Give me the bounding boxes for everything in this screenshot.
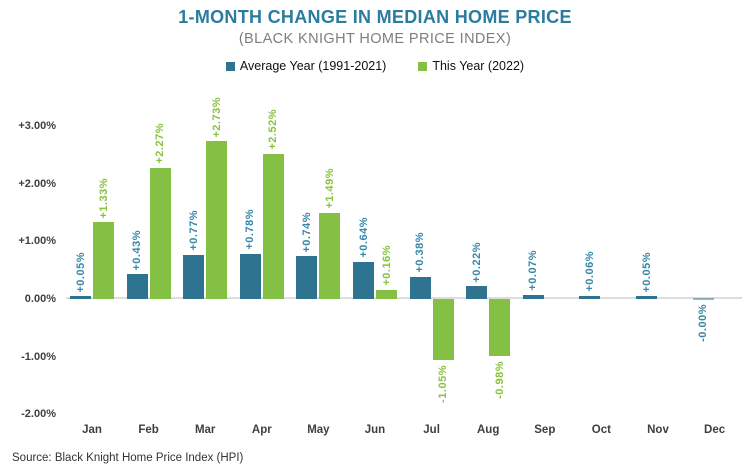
bar-this-year-jan: [93, 222, 114, 299]
bar-label-average-sep: +0.07%: [527, 250, 540, 291]
y-axis-tick: -2.00%: [21, 408, 56, 421]
x-axis-tick-aug: Aug: [477, 424, 500, 436]
bar-average-apr: [239, 253, 261, 299]
bar-label-this-year-jul: -1.05%: [437, 364, 450, 403]
bar-label-average-mar: +0.77%: [187, 209, 200, 251]
x-axis-tick-feb: Feb: [138, 424, 159, 436]
x-axis-tick-jun: Jun: [364, 424, 386, 436]
x-axis-tick-oct: Oct: [591, 424, 611, 436]
source-note: Source: Black Knight Home Price Index (H…: [12, 452, 244, 464]
bar-label-average-oct: +0.06%: [583, 250, 596, 292]
chart-title: 1-MONTH CHANGE IN MEDIAN HOME PRICE: [178, 7, 572, 27]
legend-swatch-this-year-icon: [418, 61, 428, 71]
bar-label-average-aug: +0.22%: [470, 241, 483, 283]
bar-label-average-apr: +0.78%: [244, 209, 257, 250]
y-axis-tick: +3.00%: [18, 119, 56, 132]
bar-this-year-feb: [149, 168, 171, 299]
chart-subtitle: (BLACK KNIGHT HOME PRICE INDEX): [238, 31, 512, 47]
bar-average-nov: [636, 296, 657, 299]
bar-average-jul: [409, 277, 431, 299]
legend-item-this-year: This Year (2022): [418, 59, 524, 73]
bar-label-average-feb: +0.43%: [131, 229, 144, 271]
bar-average-may: [296, 256, 318, 299]
bar-this-year-jun: [376, 289, 397, 299]
y-axis-tick: 0.00%: [24, 293, 56, 305]
bar-average-dec: [692, 297, 714, 300]
y-axis-tick: -1.00%: [21, 350, 56, 363]
bar-this-year-apr: [262, 153, 284, 299]
x-axis-tick-nov: Nov: [647, 424, 669, 436]
bar-label-this-year-apr: +2.52%: [267, 108, 280, 150]
x-axis-tick-jul: Jul: [423, 424, 440, 436]
bar-this-year-mar: [206, 141, 228, 299]
bar-label-average-nov: +0.05%: [640, 251, 653, 293]
bar-label-this-year-feb: +2.27%: [154, 123, 167, 165]
bar-average-feb: [126, 274, 148, 299]
bar-average-aug: [466, 286, 488, 299]
bar-average-jun: [353, 262, 374, 299]
legend: Average Year (1991-2021) This Year (2022…: [0, 59, 750, 73]
x-axis-tick-apr: Apr: [251, 424, 272, 436]
bar-average-mar: [183, 254, 205, 299]
bar-this-year-jul: [432, 299, 454, 360]
bar-label-average-dec: -0.00%: [697, 304, 710, 342]
bar-label-this-year-aug: -0.98%: [493, 360, 506, 399]
legend-label-this-year: This Year (2022): [432, 59, 525, 73]
x-axis-tick-jan: Jan: [82, 424, 102, 436]
bar-label-average-jan: +0.05%: [74, 251, 87, 293]
bar-this-year-aug: [489, 299, 511, 356]
y-axis-tick: +2.00%: [18, 177, 56, 190]
bar-label-average-may: +0.74%: [300, 211, 313, 253]
y-axis-tick: +1.00%: [18, 235, 56, 248]
bar-label-this-year-mar: +2.73%: [210, 96, 223, 138]
bar-label-average-jul: +0.38%: [414, 232, 427, 274]
bar-label-this-year-may: +1.49%: [323, 168, 336, 210]
bar-average-sep: [522, 294, 544, 299]
legend-label-average-year: Average Year (1991-2021): [239, 59, 387, 73]
legend-swatch-average-year-icon: [225, 61, 235, 71]
bar-average-jan: [70, 296, 91, 299]
bar-this-year-may: [319, 213, 341, 299]
legend-item-average-year: Average Year (1991-2021): [225, 59, 387, 73]
zero-axis-line: [66, 297, 742, 299]
bar-label-average-jun: +0.64%: [357, 217, 370, 259]
bar-average-oct: [579, 295, 601, 299]
x-axis-tick-dec: Dec: [704, 424, 726, 436]
x-axis-tick-may: May: [307, 424, 330, 436]
bar-label-this-year-jan: +1.33%: [97, 177, 110, 219]
x-axis-tick-sep: Sep: [534, 424, 556, 436]
bar-label-this-year-jun: +0.16%: [380, 245, 393, 286]
x-axis-tick-mar: Mar: [194, 424, 216, 436]
